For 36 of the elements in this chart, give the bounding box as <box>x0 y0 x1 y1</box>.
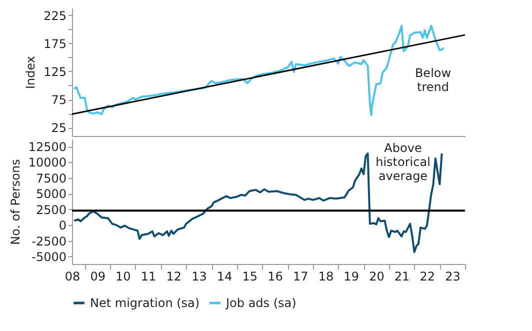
x-tick-label: 18 <box>318 270 334 284</box>
x-tick-label: 21 <box>394 270 410 284</box>
y-tick-label: 75 <box>51 93 66 108</box>
annotation: Below trend <box>414 66 452 94</box>
line-series <box>73 152 443 254</box>
legend-label: Job ads (sa) <box>225 296 296 310</box>
x-tick-label: 22 <box>420 270 436 284</box>
x-tick-label: 20 <box>369 270 384 284</box>
y-tick-label: 12500 <box>28 140 66 154</box>
y-tick-label: 25 <box>51 121 66 136</box>
x-tick-label: 16 <box>268 270 283 284</box>
x-tick-label: 11 <box>140 270 156 284</box>
x-tick-label: 10 <box>116 270 131 284</box>
y-tick-label: 10000 <box>28 156 66 170</box>
x-tick-label: 15 <box>242 270 258 284</box>
y-tick-label: 7500 <box>36 171 66 186</box>
x-tick-label: 08 <box>64 270 80 284</box>
x-tick-label: 13 <box>192 270 207 284</box>
y-tick-label: 225 <box>44 8 66 23</box>
y-tick-label: 0 <box>58 218 66 233</box>
x-tick-label: 17 <box>293 270 308 284</box>
x-tick-label: 12 <box>166 270 182 284</box>
y-tick-label: 2500 <box>36 202 66 217</box>
annotation: Above historical average <box>376 141 430 183</box>
x-tick-label: 19 <box>344 270 359 284</box>
x-tick-label: 14 <box>216 270 232 284</box>
x-tick-label: 23 <box>445 270 460 284</box>
y-tick-label: 175 <box>44 36 66 51</box>
y-tick-label: -2500 <box>32 234 66 248</box>
y-tick-label: 5000 <box>36 187 66 202</box>
y-tick-label: 125 <box>44 64 66 79</box>
y-tick-label: -5000 <box>32 250 66 264</box>
y-axis-title: Index <box>24 56 38 90</box>
x-tick-label: 09 <box>90 270 106 284</box>
legend-label: Net migration (sa) <box>90 296 200 310</box>
y-axis-title: No. of Persons <box>8 159 22 245</box>
